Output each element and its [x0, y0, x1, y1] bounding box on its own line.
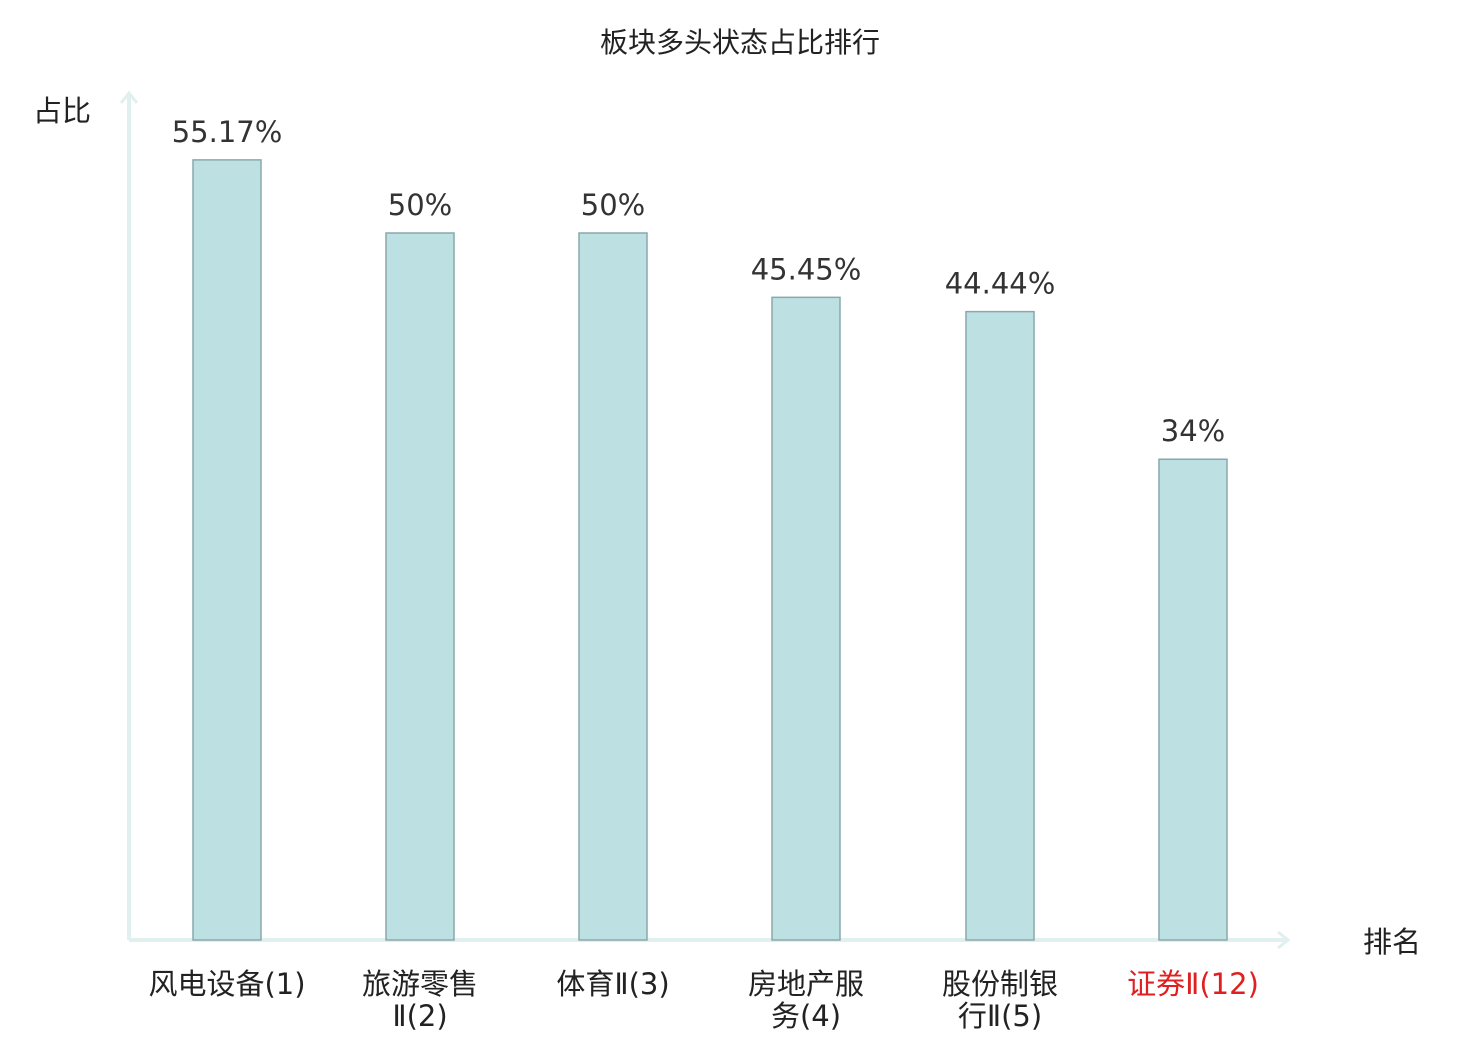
category-label-line: 房地产服: [748, 967, 864, 1001]
bar-value-label: 50%: [581, 188, 645, 222]
bar: [1158, 458, 1228, 941]
category-label-line: 行Ⅱ(5): [958, 999, 1042, 1033]
bars-group: [192, 159, 1228, 941]
category-labels-group: 风电设备(1) 旅游零售 Ⅱ(2) 体育Ⅱ(3) 房地产服务(4) 股份制银行Ⅱ(5) 证券…: [148, 967, 1258, 1033]
bar-value-label: 44.44%: [945, 267, 1056, 301]
bar: [192, 159, 262, 941]
bar-value-label: 50%: [388, 188, 452, 222]
bar: [385, 232, 455, 941]
category-label-line: 务(4): [771, 999, 841, 1033]
category-label-line: Ⅱ(2): [392, 999, 447, 1033]
category-label: 体育Ⅱ(3): [556, 967, 669, 1001]
value-labels-group: 55.17% 50% 50% 45.45% 44.44% 34%: [172, 115, 1226, 448]
category-label: 旅游零售 Ⅱ(2): [362, 967, 478, 1033]
category-label: 证券Ⅱ(12): [1127, 967, 1259, 1001]
chart-title: 板块多头状态占比排行: [600, 26, 880, 59]
category-label: 股份制银行Ⅱ(5): [942, 967, 1058, 1033]
category-label: 房地产服务(4): [748, 967, 864, 1033]
bar: [771, 296, 841, 941]
category-label-line: 证券Ⅱ(12): [1127, 967, 1259, 1001]
bar: [578, 232, 648, 941]
bar-value-label: 34%: [1161, 414, 1225, 448]
x-axis-label: 排名: [1363, 925, 1421, 959]
bar-value-label: 45.45%: [751, 252, 862, 286]
category-label: 风电设备(1): [148, 967, 305, 1001]
category-label-line: 体育Ⅱ(3): [556, 967, 669, 1001]
category-label-line: 旅游零售: [362, 967, 478, 1001]
category-label-line: 风电设备(1): [148, 967, 305, 1001]
bar-value-label: 55.17%: [172, 115, 283, 149]
category-label-line: 股份制银: [942, 967, 1058, 1001]
y-axis-label: 占比: [33, 94, 91, 128]
bar: [965, 310, 1035, 941]
